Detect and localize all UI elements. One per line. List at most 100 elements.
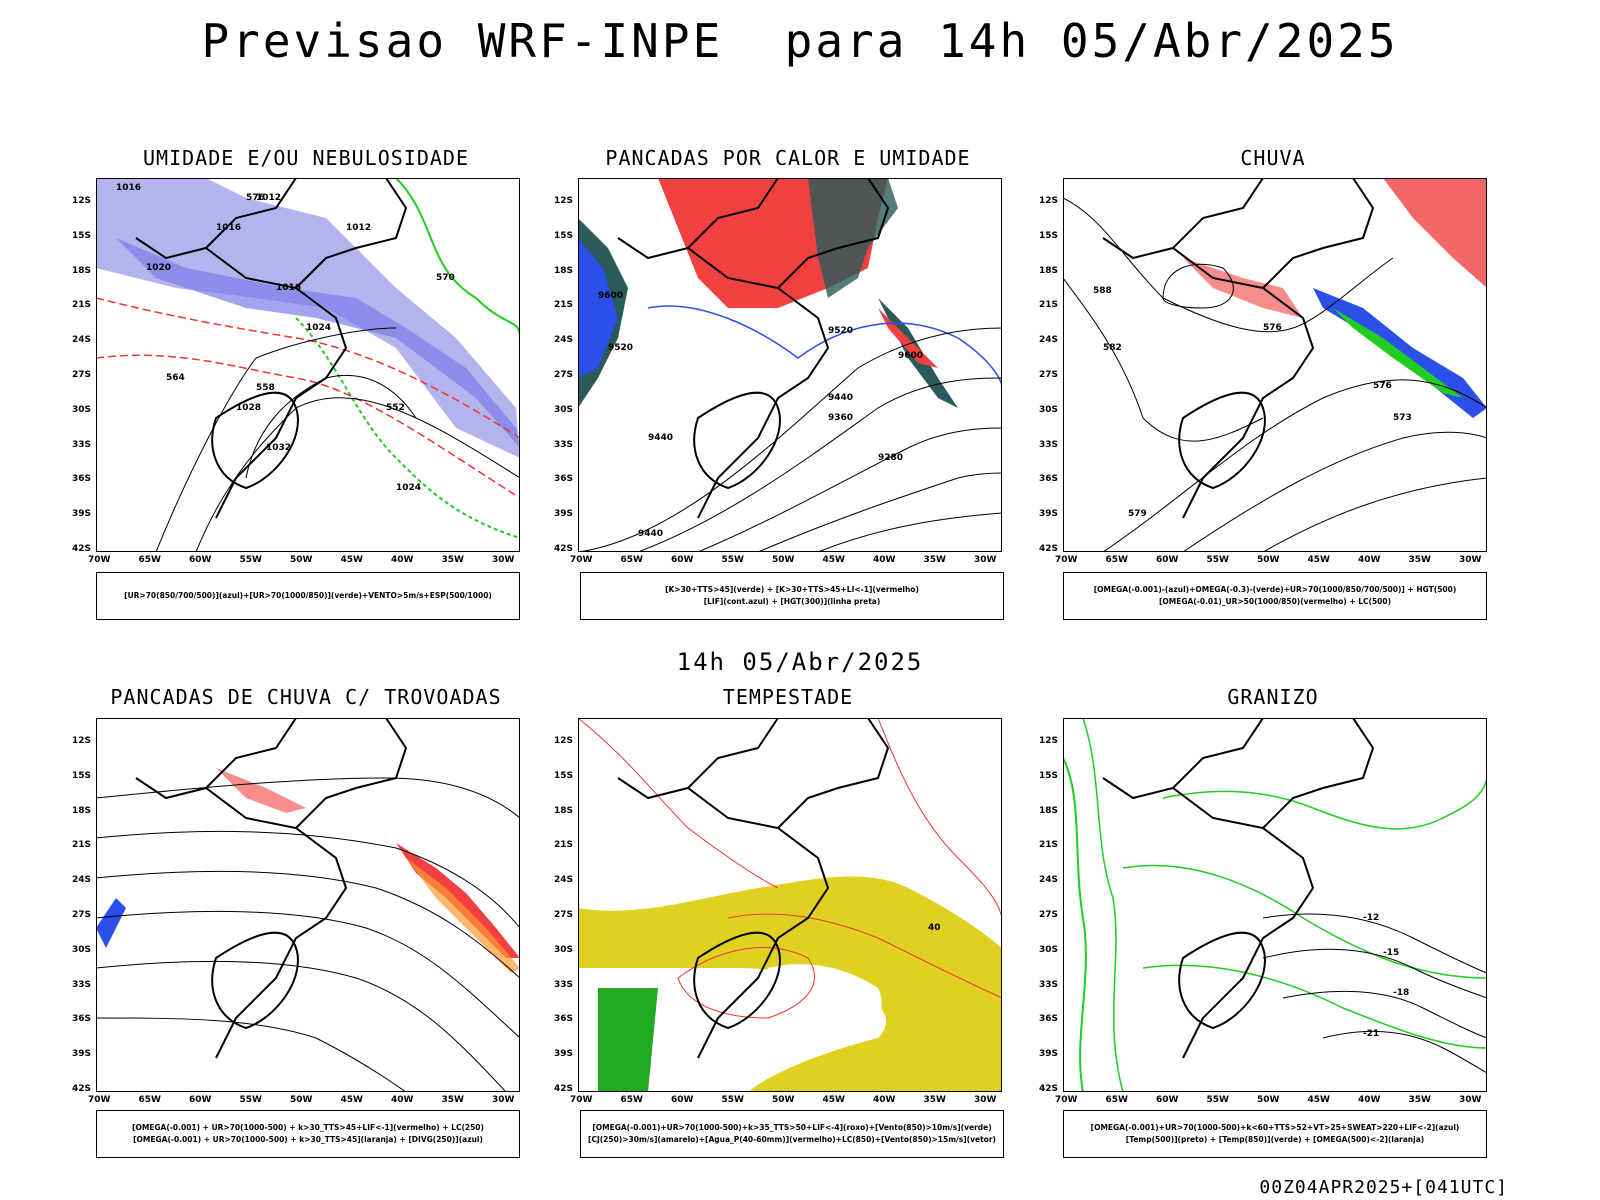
lat-tick-label: 15S [554,770,574,781]
lon-tick-label: 35W [1408,555,1431,565]
map-pancadas-trovoadas [96,718,520,1092]
lon-tick-label: 60W [671,1095,694,1105]
lat-tick-label: 36S [1039,474,1059,485]
map-chuva: 588 582 576 576 573 579 [1063,178,1487,552]
lat-tick-label: 15S [1039,770,1059,781]
lat-tick-label: 24S [554,335,574,346]
panel-title-granizo: GRANIZO [1227,685,1319,709]
contour-label: 9440 [828,393,853,403]
lat-tick-label: 42S [72,1084,92,1094]
lat-tick-label: 33S [72,979,92,990]
lon-tick-label: 30W [1459,555,1482,565]
lat-tick-label: 24S [1039,335,1059,346]
lat-tick-label: 27S [1039,370,1059,380]
lat-tick-label: 36S [554,1014,574,1025]
contour-label: 582 [1103,343,1122,353]
map-tempestade: 40 [578,718,1002,1092]
lat-tick-label: 33S [1039,979,1059,990]
legend-pancadas-trovoadas: [OMEGA(-0.001) + UR>70(1000-500) + k>30_… [96,1110,520,1158]
lat-tick-label: 30S [1039,944,1059,955]
lon-tick-label: 70W [88,555,111,565]
legend-line: [OMEGA(-0.001)+UR>70(1000-500)+k>35_TTS>… [592,1123,992,1132]
contour-label: 9360 [828,413,853,423]
contour-label: 1016 [216,223,241,233]
legend-line: [LIF](cont.azul) + [HGT(300)](linha pret… [703,597,881,606]
lat-tick-label: 33S [554,979,574,990]
lon-tick-label: 35W [923,555,946,565]
footer-timestamp: 00Z04APR2025+[041UTC] [1259,1177,1508,1198]
lat-tick-label: 18S [554,805,574,816]
lon-tick-label: 35W [923,1095,946,1105]
lon-tick-label: 50W [772,1095,795,1105]
lon-tick-label: 45W [340,1095,363,1105]
map-umidade: 1016 1012 1016 1016 1012 1024 1028 1032 1024 1020… [96,178,520,552]
lat-tick-label: 18S [554,265,574,276]
lon-tick-label: 40W [391,1095,414,1105]
lat-tick-label: 24S [72,875,92,886]
map-chuva-canvas: 588 582 576 576 573 579 [1063,178,1487,552]
lon-tick-label: 60W [189,555,212,565]
lat-tick-label: 21S [1039,300,1059,311]
map-pancadas-calor-canvas: 9600 9520 9440 9520 9440 9360 9280 9600 9440 [578,178,1002,552]
lat-tick-label: 39S [72,509,92,520]
lon-tick-label: 65W [1105,555,1128,565]
lat-tick-label: 39S [1039,1049,1059,1060]
map-tempestade-canvas: 40 [578,718,1002,1092]
lon-tick-label: 50W [290,555,313,565]
lat-tick-label: 27S [1039,910,1059,920]
legend-tempestade: [OMEGA(-0.001)+UR>70(1000-500)+k>35_TTS>… [580,1110,1004,1158]
legend-line: [CJ(250)>30m/s](amarelo)+[Agua_P(40-60mm… [588,1135,996,1144]
panel-title-pancadas-trovoadas: PANCADAS DE CHUVA C/ TROVOADAS [110,685,502,709]
lon-tick-label: 65W [138,555,161,565]
contour-label: 9600 [898,351,923,361]
contour-label: 570 [436,273,455,283]
contour-label: 564 [166,373,185,383]
contour-label: 9520 [828,326,853,336]
lat-tick-label: 42S [72,544,92,554]
lon-tick-label: 65W [1105,1095,1128,1105]
lat-tick-label: 42S [554,1084,574,1094]
map-granizo-canvas: -12 -15 -18 -21 [1063,718,1487,1092]
contour-label: 1024 [306,323,331,333]
lon-tick-label: 40W [1358,1095,1381,1105]
lon-tick-label: 50W [772,555,795,565]
lat-tick-label: 21S [72,840,92,851]
panel-title-tempestade: TEMPESTADE [722,685,854,709]
lon-tick-label: 55W [721,555,744,565]
lat-tick-label: 36S [1039,1014,1059,1025]
legend-pancadas-calor: [K>30+TTS>45](verde) + [K>30+TTS>45+LI<-… [580,572,1004,620]
lat-tick-label: 12S [554,736,574,746]
contour-label: -15 [1383,948,1399,958]
legend-line: [Temp(500)](preto) + [Temp(850)](verde) … [1125,1135,1425,1144]
lon-tick-label: 55W [1206,555,1229,565]
lat-tick-label: 12S [554,196,574,206]
contour-label: -21 [1363,1029,1379,1039]
lat-tick-label: 12S [72,736,92,746]
lon-tick-label: 60W [671,555,694,565]
lat-tick-label: 39S [554,1049,574,1060]
lat-tick-label: 30S [554,944,574,955]
map-pancadas-trovoadas-canvas [96,718,520,1092]
lon-tick-label: 45W [822,1095,845,1105]
lat-tick-label: 30S [72,944,92,955]
lat-tick-label: 27S [554,910,574,920]
contour-label: 576 [1373,381,1392,391]
lon-tick-label: 40W [873,1095,896,1105]
lon-tick-label: 65W [620,1095,643,1105]
lat-tick-label: 36S [72,1014,92,1025]
legend-granizo: [OMEGA(-0.001)+UR>70(1000-500)+k<60+TTS>… [1063,1110,1487,1158]
lat-tick-label: 24S [1039,875,1059,886]
lat-tick-label: 21S [554,300,574,311]
contour-label: 9600 [598,291,623,301]
lat-tick-label: 18S [72,265,92,276]
lat-tick-label: 33S [1039,439,1059,450]
legend-line: [OMEGA(-0.001)-(azul)+OMEGA(-0.3)-(verde… [1093,585,1457,594]
lat-tick-label: 21S [72,300,92,311]
lon-tick-label: 45W [1307,1095,1330,1105]
lon-tick-label: 40W [391,555,414,565]
mid-title: 14h 05/Abr/2025 [676,648,924,676]
contour-label: 558 [256,383,275,393]
contour-label: 1024 [396,483,421,493]
map-umidade-canvas: 1016 1012 1016 1016 1012 1024 1028 1032 1024 1020… [96,178,520,552]
lon-tick-label: 55W [239,555,262,565]
